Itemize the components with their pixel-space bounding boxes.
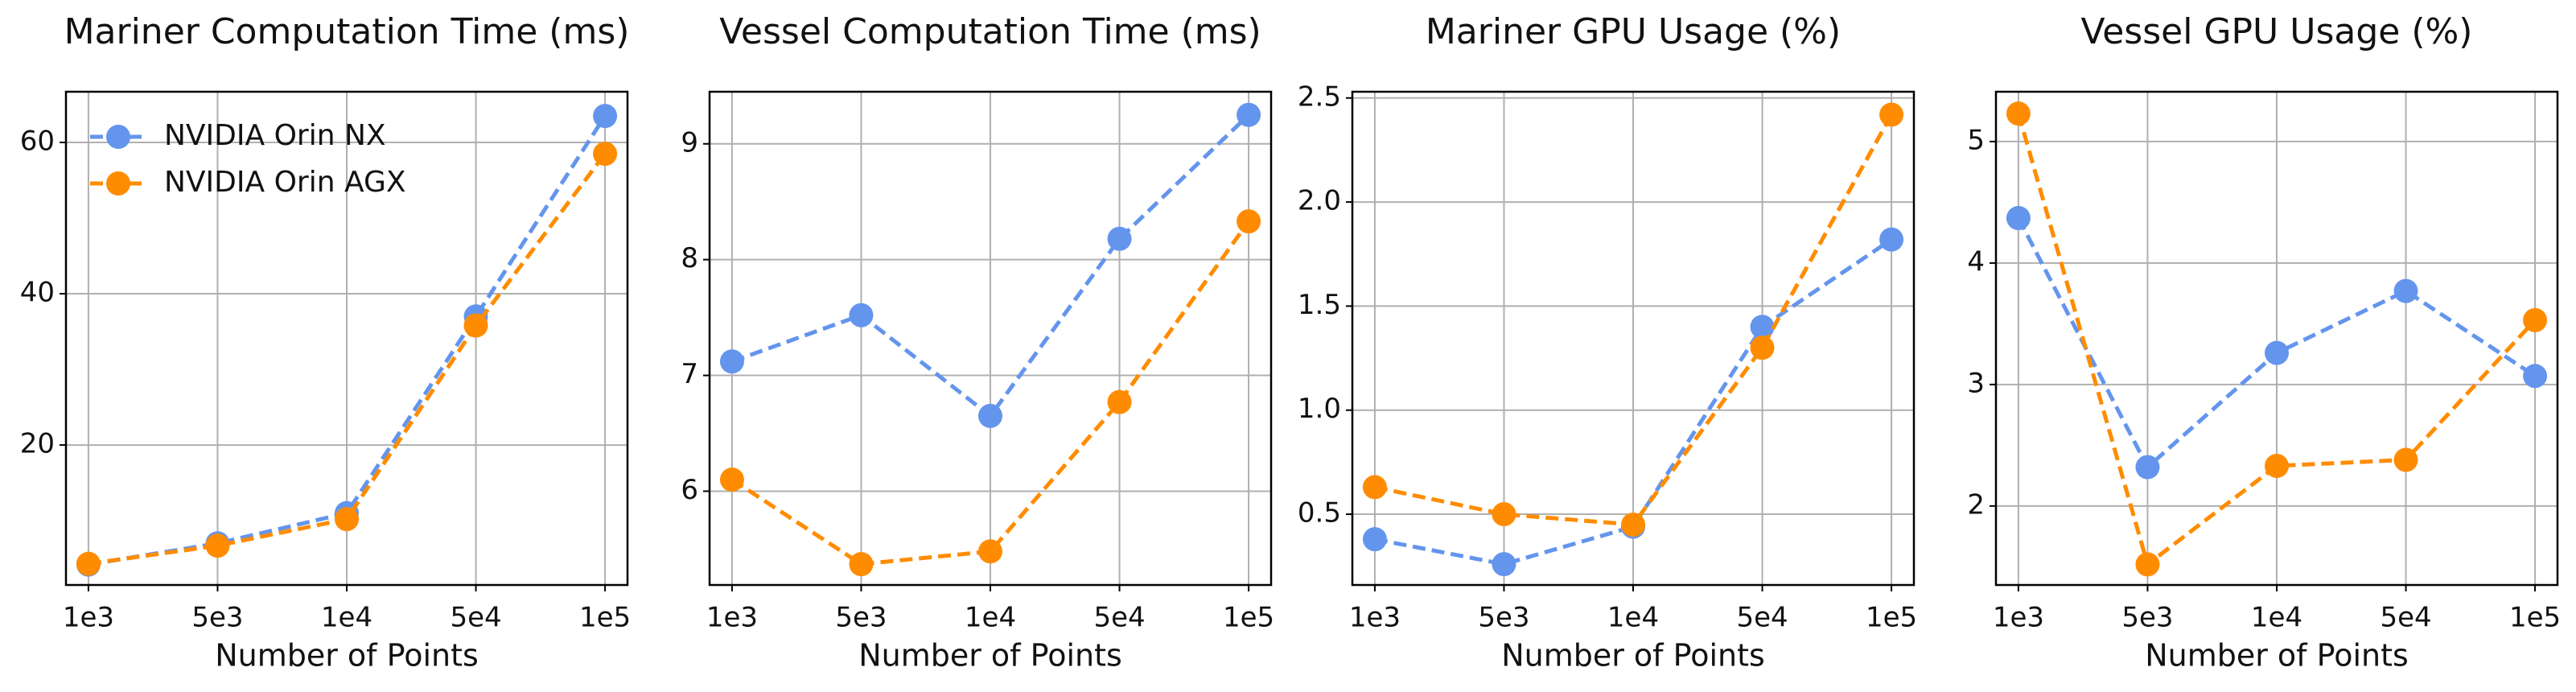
y-tick-label: 2.5 [1298,80,1341,113]
marker [76,551,101,576]
x-tick-label: 1e4 [2251,602,2302,634]
marker [1362,527,1387,552]
marker [978,403,1002,428]
plot-frame [708,90,1273,587]
x-tick-label: 1e3 [63,602,114,634]
y-tick-label: 60 [20,125,55,157]
x-tick-label: 1e3 [706,602,758,634]
marker [2523,364,2548,389]
marker [2006,206,2031,231]
plot-frame [1351,90,1916,587]
x-tick-label: 1e5 [1866,602,1917,634]
x-axis-label: Number of Points [215,638,479,673]
y-tick-label: 5 [1967,124,1985,156]
marker [1879,227,1904,252]
x-tick-label: 1e5 [579,602,631,634]
line [2016,113,2537,568]
marker [849,303,874,327]
x-tick-label: 5e4 [1736,602,1788,634]
y-tick-label: 20 [20,428,55,460]
x-tick-label: 1e5 [2509,602,2561,634]
x-tick-label: 1e3 [1993,602,2044,634]
marker [719,468,744,492]
marker [1750,336,1775,360]
x-axis-label: Number of Points [858,638,1122,673]
y-tick-label: 9 [681,126,698,159]
plot-frame [64,90,629,587]
marker [1879,102,1904,127]
y-tick-label: 3 [1967,367,1985,399]
marker [1362,475,1387,500]
x-tick-label: 5e3 [1478,602,1529,634]
y-tick-label: 40 [20,277,55,309]
plot-frame [1994,90,2559,587]
legend-marker [106,171,130,196]
x-tick-label: 1e3 [1349,602,1401,634]
marker [2006,101,2031,126]
legend-label: NVIDIA Orin NX [164,119,386,152]
x-tick-label: 1e5 [1223,602,1274,634]
x-tick-label: 5e3 [2121,602,2173,634]
marker [593,104,618,129]
marker [205,533,230,558]
marker [978,539,1002,564]
x-tick-label: 1e4 [965,602,1016,634]
marker [1107,389,1132,414]
y-tick-label: 1.0 [1298,393,1341,425]
x-tick-label: 5e3 [835,602,887,634]
chart-title: Vessel Computation Time (ms) [719,11,1261,52]
legend-marker [106,125,130,149]
y-tick-label: 0.5 [1298,497,1341,529]
chart-title: Mariner Computation Time (ms) [64,11,630,52]
y-tick-label: 2.0 [1298,185,1341,217]
marker [2135,455,2160,480]
marker [2393,447,2418,472]
marker [1621,512,1645,537]
marker [1492,552,1516,577]
marker [335,507,359,532]
marker [849,552,874,577]
y-tick-label: 8 [681,242,698,274]
y-tick-label: 4 [1967,245,1985,278]
x-tick-label: 5e4 [1093,602,1145,634]
x-tick-label: 1e4 [1607,602,1659,634]
legend-label: NVIDIA Orin AGX [164,166,406,199]
marker [1750,315,1775,340]
marker [593,142,618,167]
x-tick-label: 5e3 [191,602,243,634]
y-tick-label: 6 [681,474,698,506]
marker [2393,278,2418,303]
y-tick-label: 7 [681,358,698,390]
marker [463,313,488,338]
marker [1237,209,1261,234]
marker [1107,226,1132,251]
chart-title: Mariner GPU Usage (%) [1426,11,1841,52]
x-axis-label: Number of Points [2145,638,2409,673]
y-tick-label: 2 [1967,488,1985,521]
line [730,220,1251,566]
marker [1492,502,1516,527]
marker [2135,552,2160,577]
marker [719,349,744,374]
x-tick-label: 1e4 [321,602,372,634]
x-axis-label: Number of Points [1501,638,1765,673]
x-tick-label: 5e4 [450,602,501,634]
marker [2265,454,2289,479]
chart-title: Vessel GPU Usage (%) [2081,11,2473,52]
y-tick-label: 1.5 [1298,289,1341,321]
marker [1237,102,1261,127]
marker [2265,340,2289,365]
line [1374,237,1893,566]
x-tick-label: 5e4 [2380,602,2431,634]
marker [2523,307,2548,332]
